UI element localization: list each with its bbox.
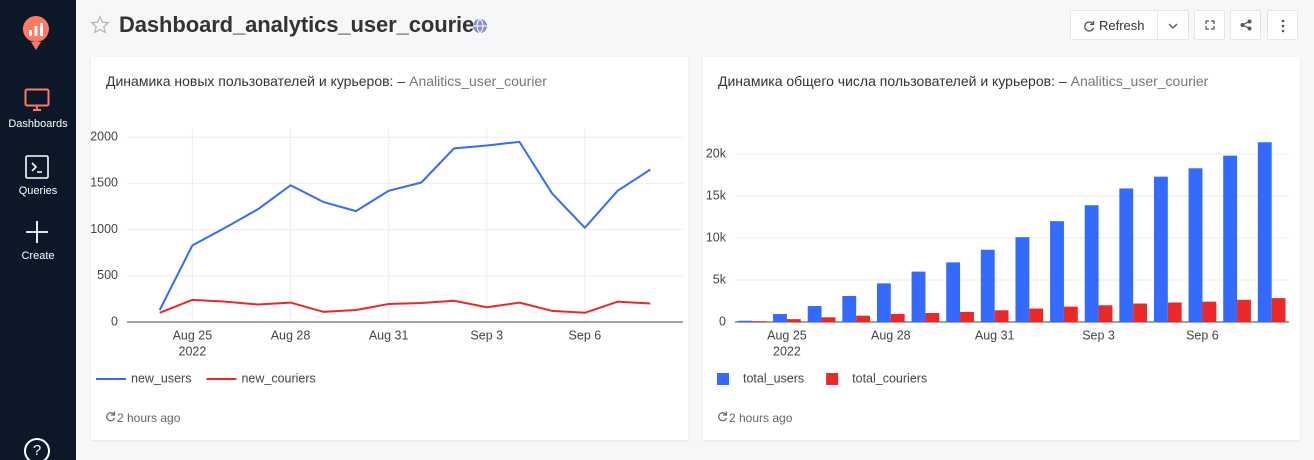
- updated-time[interactable]: 2 hours ago: [117, 411, 181, 425]
- dashboard-title: Dashboard_analytics_user_courier: [119, 12, 483, 37]
- favorite-star[interactable]: [90, 15, 110, 35]
- chart-title: Динамика новых пользователей и курьеров:…: [106, 73, 406, 89]
- refresh-button[interactable]: Refresh: [1070, 10, 1158, 40]
- more-button[interactable]: [1267, 10, 1298, 40]
- refresh-dropdown[interactable]: [1157, 10, 1189, 40]
- refresh-icon: [1084, 21, 1095, 32]
- nav-create[interactable]: Create: [21, 250, 55, 262]
- help-button[interactable]: ?: [24, 438, 50, 460]
- fullscreen-button[interactable]: [1194, 10, 1225, 40]
- logo[interactable]: [22, 15, 50, 51]
- sidebar: Dashboards Queries Create ?: [0, 0, 76, 460]
- chart-title: Динамика общего числа пользователей и ку…: [718, 73, 1067, 89]
- query-name[interactable]: Analitics_user_courier: [1070, 73, 1209, 89]
- dashboards-icon[interactable]: [24, 88, 50, 112]
- widget: Динамика новых пользователей и курьеров:…: [91, 57, 688, 440]
- refresh-small-icon: [106, 411, 116, 422]
- public-icon: [473, 18, 487, 34]
- nav-dashboards[interactable]: Dashboards: [8, 118, 68, 130]
- query-name[interactable]: Analitics_user_courier: [409, 73, 547, 89]
- share-button[interactable]: [1230, 10, 1261, 40]
- widget: Динамика общего числа пользователей и ку…: [703, 57, 1300, 440]
- refresh-small-icon: [718, 411, 728, 422]
- nav-queries[interactable]: Queries: [18, 185, 58, 197]
- widget-title: Динамика общего числа пользователей и ку…: [718, 73, 1208, 89]
- refresh-label: Refresh: [1099, 18, 1145, 33]
- updated-time[interactable]: 2 hours ago: [729, 411, 793, 425]
- create-icon[interactable]: [25, 220, 49, 244]
- queries-icon[interactable]: [25, 155, 49, 179]
- widget-title: Динамика новых пользователей и курьеров:…: [106, 73, 547, 89]
